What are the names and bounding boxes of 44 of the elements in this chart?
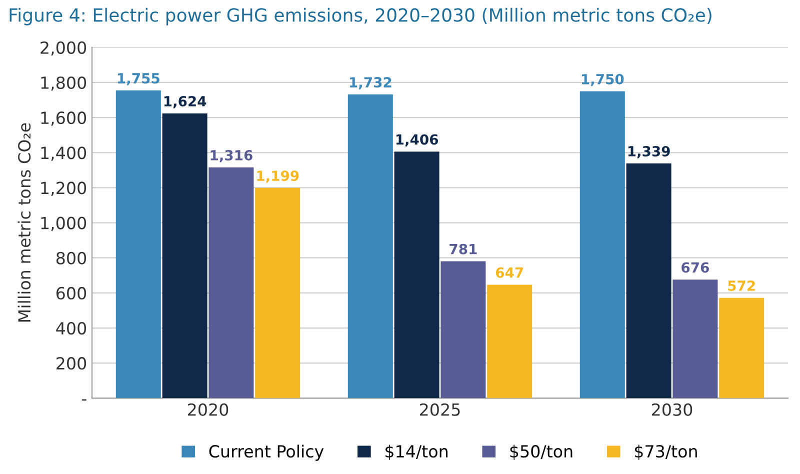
y-tick-label: 800 bbox=[56, 252, 86, 264]
data-label: 1,624 bbox=[164, 96, 206, 108]
legend-label: $73/ton bbox=[634, 444, 697, 460]
bar bbox=[162, 113, 208, 398]
y-tick-label: 400 bbox=[56, 322, 86, 335]
x-tick-label: 2020 bbox=[188, 403, 228, 416]
data-label: 1,316 bbox=[210, 150, 252, 162]
chart-title: Figure 4: Electric power GHG emissions, 2020–2030 (Million metric tons CO₂e) bbox=[10, 8, 712, 26]
x-tick-label: 2030 bbox=[652, 403, 692, 416]
data-label: 1,339 bbox=[628, 146, 670, 158]
bar bbox=[672, 280, 718, 398]
y-tick-label: 600 bbox=[56, 286, 86, 300]
bar bbox=[255, 188, 300, 398]
bar bbox=[626, 163, 672, 398]
y-tick-label: 1,000 bbox=[41, 216, 86, 232]
bar bbox=[116, 90, 161, 398]
y-tick-label: 2,000 bbox=[40, 41, 86, 56]
data-label: 1,750 bbox=[582, 74, 624, 86]
y-tick-label: 1,400 bbox=[41, 146, 86, 161]
y-axis-title: Million metric tons CO₂e bbox=[18, 123, 31, 322]
data-label: 1,755 bbox=[118, 73, 160, 86]
legend-label: $50/ton bbox=[510, 444, 572, 460]
data-label: 572 bbox=[728, 280, 755, 291]
data-label: 676 bbox=[682, 262, 709, 273]
data-label: 1,199 bbox=[257, 170, 299, 183]
bar bbox=[580, 91, 625, 398]
y-tick-label: - bbox=[82, 399, 86, 401]
x-tick-label: 2025 bbox=[420, 403, 460, 416]
data-label: 1,406 bbox=[396, 134, 438, 146]
y-tick-label: 1,200 bbox=[41, 182, 86, 196]
data-label: 647 bbox=[496, 267, 523, 278]
bar bbox=[440, 261, 486, 398]
bar bbox=[719, 298, 764, 398]
y-tick-label: 1,800 bbox=[41, 76, 86, 91]
y-tick-label: 1,600 bbox=[41, 112, 86, 126]
bar bbox=[348, 94, 393, 398]
data-label: 1,732 bbox=[350, 77, 392, 90]
bar bbox=[487, 284, 532, 398]
legend-label: Current Policy bbox=[209, 444, 324, 461]
legend-label: $14/ton bbox=[386, 444, 448, 460]
bar bbox=[208, 167, 254, 398]
bar bbox=[394, 152, 440, 398]
data-label: 781 bbox=[450, 244, 477, 254]
y-tick-label: 200 bbox=[56, 357, 86, 370]
